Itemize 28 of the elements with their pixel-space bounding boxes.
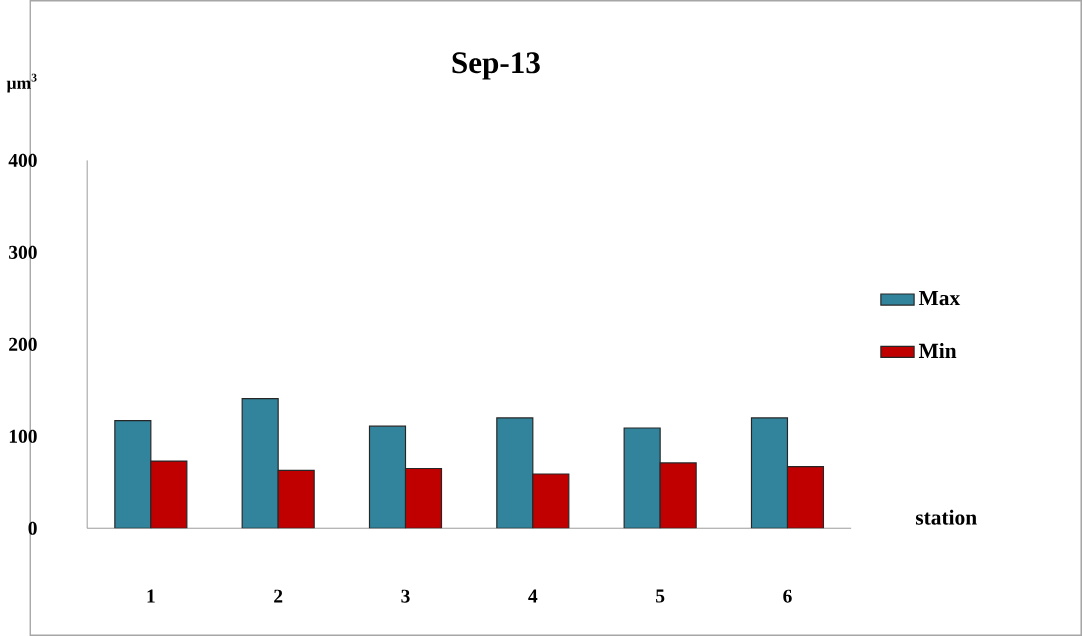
y-tick-label: 300 [9, 245, 37, 259]
bar [404, 467, 443, 529]
bar [150, 460, 188, 529]
y-tick-label: 200 [9, 337, 37, 351]
y-tick-label: 400 [8, 153, 37, 167]
chart-title: Sep-13 [452, 52, 540, 80]
x-tick-label: 3 [401, 589, 410, 603]
bar [623, 427, 661, 529]
y-tick-label: 100 [9, 429, 37, 443]
bar [496, 417, 534, 529]
bar [241, 397, 279, 529]
x-tick-label: 2 [274, 589, 283, 603]
y-tick-label: 0 [28, 521, 37, 535]
bar [750, 417, 789, 529]
legend-label: Max [918, 291, 961, 306]
bar [659, 462, 697, 529]
bar [114, 420, 152, 529]
y-axis-title: µm$^{3}$ [6, 73, 37, 93]
x-tick-label: 4 [528, 589, 538, 603]
x-tick-label: 5 [656, 589, 665, 603]
x-tick-label: 1 [147, 589, 155, 603]
legend-label: Min [918, 343, 957, 358]
x-tick-label: 6 [783, 589, 792, 603]
x-axis-title: station [915, 509, 977, 525]
bar [786, 466, 825, 529]
bar [532, 473, 570, 529]
bar [368, 425, 407, 529]
bar [277, 469, 315, 529]
